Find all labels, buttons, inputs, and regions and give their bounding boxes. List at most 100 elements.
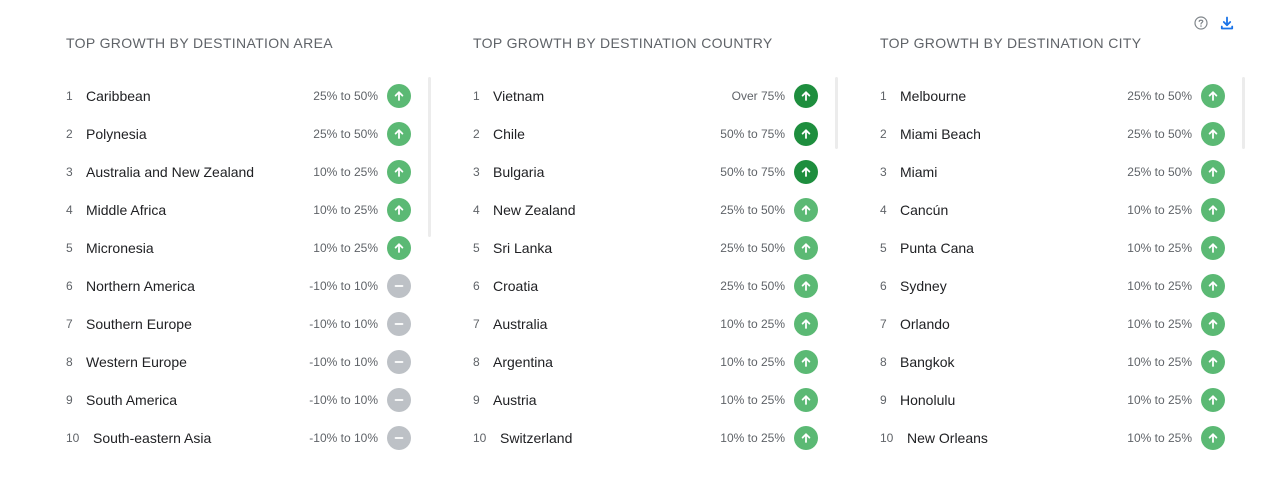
arrow-up-icon [1201, 426, 1225, 450]
rank-number: 4 [880, 203, 887, 217]
growth-range: 25% to 50% [720, 279, 785, 293]
arrow-up-icon [794, 312, 818, 336]
list-item[interactable]: 9 Honolulu 10% to 25% [880, 381, 1225, 419]
list-item[interactable]: 2 Miami Beach 25% to 50% [880, 115, 1225, 153]
growth-range: 25% to 50% [313, 127, 378, 141]
destination-name: Australia and New Zealand [86, 164, 255, 180]
rank-number: 8 [880, 355, 887, 369]
rank-number: 5 [473, 241, 480, 255]
list-item[interactable]: 4 Cancún 10% to 25% [880, 191, 1225, 229]
list-item[interactable]: 6 Northern America -10% to 10% [66, 267, 411, 305]
list-item[interactable]: 8 Western Europe -10% to 10% [66, 343, 411, 381]
rank-number: 5 [66, 241, 73, 255]
list-scrollbar[interactable] [1242, 77, 1245, 149]
growth-range: 10% to 25% [720, 393, 785, 407]
growth-range: 10% to 25% [313, 165, 378, 179]
rank-number: 10 [880, 431, 894, 445]
growth-range: 25% to 50% [720, 203, 785, 217]
ranking-list: 1 Caribbean 25% to 50% 2 Polynesia 25% to 50%… [66, 77, 411, 457]
list-item[interactable]: 5 Sri Lanka 25% to 50% [473, 229, 818, 267]
rank-number: 2 [473, 127, 480, 141]
list-item[interactable]: 10 New Orleans 10% to 25% [880, 419, 1225, 457]
rank-number: 7 [473, 317, 480, 331]
list-item[interactable]: 9 South America -10% to 10% [66, 381, 411, 419]
rank-number: 1 [66, 89, 73, 103]
growth-range: 10% to 25% [1127, 317, 1192, 331]
destination-name: Vietnam [493, 88, 545, 104]
panel-title: TOP GROWTH BY DESTINATION CITY [880, 35, 1142, 51]
panel-title: TOP GROWTH BY DESTINATION COUNTRY [473, 35, 773, 51]
arrow-up-icon [1201, 388, 1225, 412]
destination-name: Cancún [900, 202, 949, 218]
panel-destination-area: TOP GROWTH BY DESTINATION AREA 1 Caribbea… [66, 34, 431, 457]
rank-number: 7 [66, 317, 73, 331]
list-item[interactable]: 5 Punta Cana 10% to 25% [880, 229, 1225, 267]
list-item[interactable]: 3 Australia and New Zealand 10% to 25% [66, 153, 411, 191]
growth-range: 25% to 50% [1127, 89, 1192, 103]
arrow-up-icon [387, 84, 411, 108]
list-item[interactable]: 6 Sydney 10% to 25% [880, 267, 1225, 305]
list-item[interactable]: 8 Bangkok 10% to 25% [880, 343, 1225, 381]
list-item[interactable]: 1 Caribbean 25% to 50% [66, 77, 411, 115]
list-item[interactable]: 4 Middle Africa 10% to 25% [66, 191, 411, 229]
rank-number: 1 [880, 89, 887, 103]
rank-number: 3 [473, 165, 480, 179]
destination-name: Northern America [86, 278, 195, 294]
growth-range: -10% to 10% [309, 317, 378, 331]
growth-range: 10% to 25% [720, 317, 785, 331]
list-item[interactable]: 6 Croatia 25% to 50% [473, 267, 818, 305]
destination-name: Miami [900, 164, 938, 180]
destination-name: New Zealand [493, 202, 576, 218]
arrow-up-icon [1201, 122, 1225, 146]
rank-number: 7 [880, 317, 887, 331]
list-scrollbar[interactable] [428, 77, 431, 237]
list-item[interactable]: 8 Argentina 10% to 25% [473, 343, 818, 381]
list-item[interactable]: 5 Micronesia 10% to 25% [66, 229, 411, 267]
destination-name: Orlando [900, 316, 950, 332]
destination-name: Southern Europe [86, 316, 192, 332]
destination-name: Punta Cana [900, 240, 974, 256]
arrow-up-icon [1201, 236, 1225, 260]
download-icon[interactable] [1219, 15, 1235, 31]
list-item[interactable]: 10 South-eastern Asia -10% to 10% [66, 419, 411, 457]
rank-number: 3 [880, 165, 887, 179]
list-item[interactable]: 9 Austria 10% to 25% [473, 381, 818, 419]
list-item[interactable]: 2 Chile 50% to 75% [473, 115, 818, 153]
arrow-up-icon [1201, 84, 1225, 108]
list-item[interactable]: 1 Vietnam Over 75% [473, 77, 818, 115]
destination-name: Sydney [900, 278, 947, 294]
destination-name: South America [86, 392, 178, 408]
rank-number: 2 [880, 127, 887, 141]
list-item[interactable]: 1 Melbourne 25% to 50% [880, 77, 1225, 115]
arrow-up-icon [1201, 160, 1225, 184]
list-item[interactable]: 7 Australia 10% to 25% [473, 305, 818, 343]
help-circle-icon[interactable] [1193, 15, 1209, 31]
destination-name: Micronesia [86, 240, 154, 256]
rank-number: 6 [66, 279, 73, 293]
growth-range: 10% to 25% [1127, 355, 1192, 369]
growth-range: -10% to 10% [309, 431, 378, 445]
destination-name: Austria [493, 392, 537, 408]
growth-range: -10% to 10% [309, 355, 378, 369]
growth-range: 10% to 25% [313, 203, 378, 217]
destination-name: South-eastern Asia [93, 430, 212, 446]
growth-range: 10% to 25% [1127, 203, 1192, 217]
ranking-list: 1 Vietnam Over 75% 2 Chile 50% to 75% 3 Bulgari… [473, 77, 818, 457]
list-item[interactable]: 7 Southern Europe -10% to 10% [66, 305, 411, 343]
growth-range: -10% to 10% [309, 279, 378, 293]
toolbar [1193, 15, 1235, 31]
arrow-up-icon [794, 426, 818, 450]
list-item[interactable]: 7 Orlando 10% to 25% [880, 305, 1225, 343]
list-item[interactable]: 3 Bulgaria 50% to 75% [473, 153, 818, 191]
list-scrollbar[interactable] [835, 77, 838, 149]
arrow-up-icon [1201, 274, 1225, 298]
growth-range: 25% to 50% [720, 241, 785, 255]
arrow-up-icon [794, 388, 818, 412]
list-item[interactable]: 10 Switzerland 10% to 25% [473, 419, 818, 457]
growth-range: 10% to 25% [1127, 393, 1192, 407]
minus-circle-icon [387, 388, 411, 412]
list-item[interactable]: 2 Polynesia 25% to 50% [66, 115, 411, 153]
minus-circle-icon [387, 350, 411, 374]
list-item[interactable]: 3 Miami 25% to 50% [880, 153, 1225, 191]
list-item[interactable]: 4 New Zealand 25% to 50% [473, 191, 818, 229]
